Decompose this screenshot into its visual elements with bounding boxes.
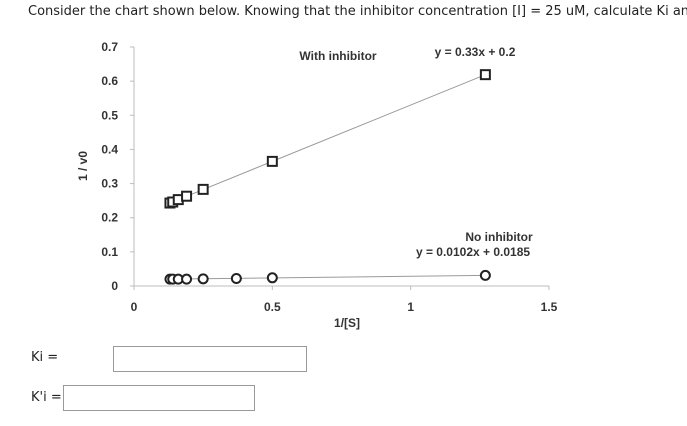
x-axis-title: 1/[S] xyxy=(334,316,360,330)
data-point-square xyxy=(266,155,278,167)
trendline-no-inhibitor xyxy=(169,274,486,280)
y-tick-label: 0.6 xyxy=(101,74,118,88)
lineweaver-burk-chart: 0 0.1 0.2 0.3 0.4 0.5 0.6 0.7 0 0.5 1 1.5 1/[S] 1 / v… xyxy=(76,40,558,330)
series-label-with-inhibitor: With inhibitor xyxy=(299,49,377,63)
y-tick-label: 0.4 xyxy=(101,142,118,156)
data-point-square xyxy=(181,190,193,202)
y-tick-label: 0 xyxy=(111,279,118,293)
y-axis-title: 1 / v0 xyxy=(76,151,90,181)
x-tick-label: 1 xyxy=(407,300,414,314)
equation-no-inhibitor: y = 0.0102x + 0.0185 xyxy=(416,245,530,259)
data-point-circle xyxy=(479,269,491,281)
data-point-circle xyxy=(230,272,242,284)
data-point-square xyxy=(197,183,209,195)
kpi-input[interactable] xyxy=(63,385,255,411)
trendline-with-inhibitor xyxy=(169,74,486,204)
equation-with-inhibitor: y = 0.33x + 0.2 xyxy=(435,45,516,59)
series-label-no-inhibitor: No inhibitor xyxy=(465,230,533,244)
ki-label: Ki = xyxy=(31,350,59,365)
y-tick-label: 0.7 xyxy=(101,40,118,54)
y-tick-label: 0.2 xyxy=(101,211,118,225)
y-tick-label: 0.5 xyxy=(101,108,118,122)
x-tick-label: 0.5 xyxy=(264,300,281,314)
data-point-circle xyxy=(197,273,209,285)
x-tick-label: 1.5 xyxy=(541,300,558,314)
data-point-circle xyxy=(266,272,278,284)
ki-input[interactable] xyxy=(113,346,307,372)
y-tick-label: 0.3 xyxy=(101,177,118,191)
x-tick-label: 0 xyxy=(131,300,138,314)
question-text: Consider the chart shown below. Knowing … xyxy=(28,4,687,19)
y-tick-label: 0.1 xyxy=(101,245,118,259)
data-point-circle xyxy=(181,273,193,285)
kpi-label: K'i = xyxy=(31,390,62,405)
data-point-square xyxy=(479,69,491,81)
